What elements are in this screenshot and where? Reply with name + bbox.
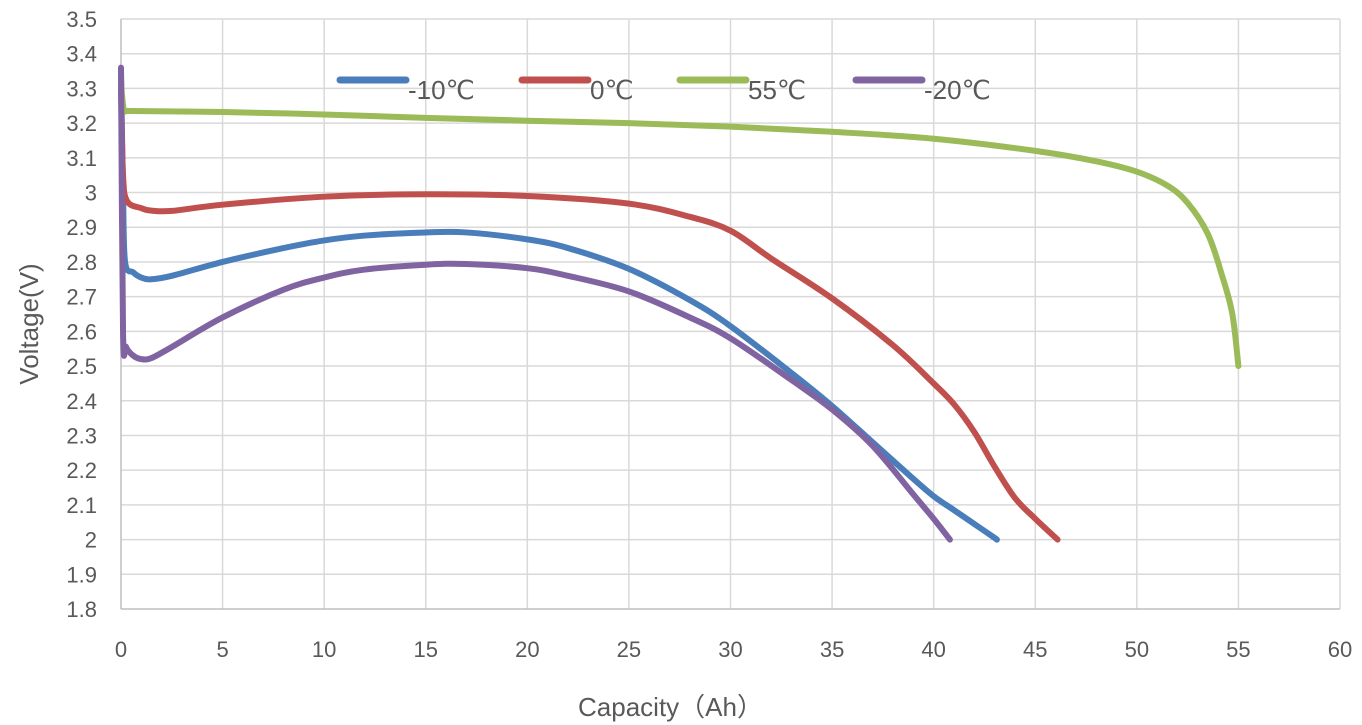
legend: -10℃ 0℃ 55℃ -20℃ [336, 75, 991, 105]
y-tick-label: 2.4 [66, 389, 97, 414]
x-tick-label: 10 [312, 637, 336, 662]
legend-label: 55℃ [748, 75, 806, 105]
y-tick-label: 3.3 [66, 76, 97, 101]
legend-label: -10℃ [408, 75, 475, 105]
y-tick-label: 2.9 [66, 215, 97, 240]
y-tick-label: 2 [85, 528, 97, 553]
x-tick-label: 5 [216, 637, 228, 662]
y-tick-label: 3 [85, 181, 97, 206]
y-tick-label: 2.6 [66, 319, 97, 344]
y-tick-label: 2.2 [66, 458, 97, 483]
x-axis-title: Capacity（Ah） [578, 692, 763, 722]
y-tick-labels: 1.8 1.9 2 2.1 2.2 2.3 2.4 2.5 2.6 2.7 2.8 2.9 3 3.1 3.… [66, 7, 97, 622]
y-axis-title: Voltage(V) [14, 263, 44, 384]
grid [121, 18, 1341, 609]
x-tick-label: 25 [617, 637, 641, 662]
series-line-4 [118, 64, 953, 543]
y-tick-label: 3.4 [66, 42, 97, 67]
x-tick-label: 30 [718, 637, 742, 662]
y-tick-label: 2.3 [66, 423, 97, 448]
x-tick-labels: 0 5 10 15 20 25 30 35 40 45 50 55 60 [115, 637, 1352, 662]
y-tick-label: 2.7 [66, 285, 97, 310]
x-tick-label: 50 [1125, 637, 1149, 662]
x-tick-label: 35 [820, 637, 844, 662]
y-tick-label: 1.9 [66, 562, 97, 587]
x-tick-label: 20 [515, 637, 539, 662]
y-tick-label: 2.1 [66, 493, 97, 518]
series-lines [118, 64, 1242, 543]
x-tick-label: 0 [115, 637, 127, 662]
y-tick-label: 1.8 [66, 597, 97, 622]
series-line-1 [118, 68, 1000, 543]
x-tick-label: 55 [1226, 637, 1250, 662]
y-tick-label: 2.8 [66, 250, 97, 275]
y-tick-label: 3.2 [66, 111, 97, 136]
x-tick-label: 40 [921, 637, 945, 662]
y-tick-label: 3.5 [66, 7, 97, 32]
y-tick-label: 2.5 [66, 354, 97, 379]
legend-label: -20℃ [924, 75, 991, 105]
legend-label: 0℃ [590, 75, 634, 105]
series-line-2 [118, 85, 1061, 543]
y-tick-label: 3.1 [66, 146, 97, 171]
x-tick-label: 60 [1328, 637, 1352, 662]
x-tick-label: 15 [414, 637, 438, 662]
x-tick-label: 45 [1023, 637, 1047, 662]
series-line-3 [118, 78, 1242, 370]
